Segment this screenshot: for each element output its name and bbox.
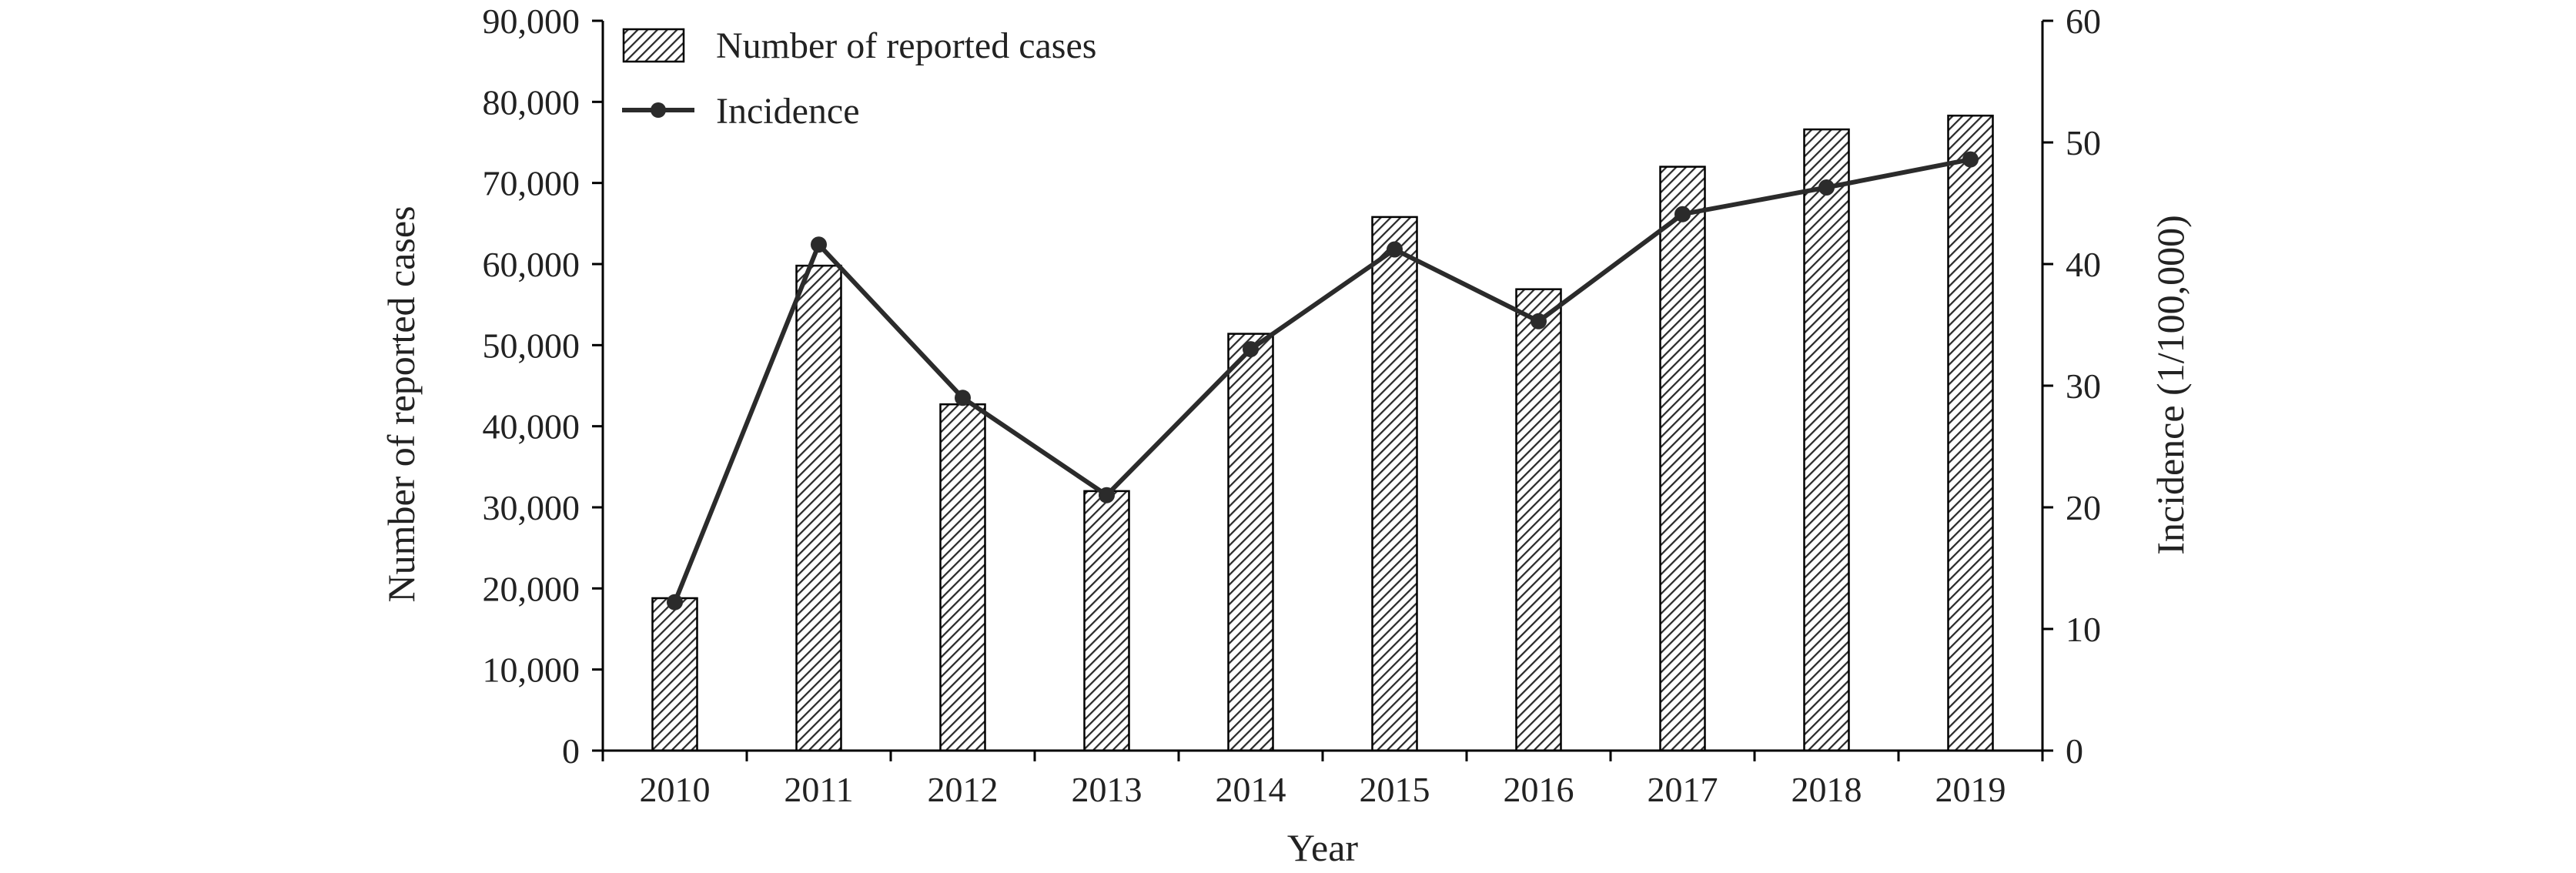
x-tick-label-2017: 2017 (1648, 770, 1718, 809)
y-axis-label: Number of reported cases (380, 206, 423, 602)
right-tick-label: 10 (2066, 610, 2101, 649)
bar-2018 (1803, 128, 1850, 752)
bar-2016 (1515, 288, 1562, 752)
legend-label-incidence: Incidence (716, 91, 860, 132)
legend-swatch-marker (651, 102, 666, 118)
left-tick-label: 40,000 (483, 407, 580, 447)
bar-2019 (1947, 114, 1994, 752)
x-tick-label-2018: 2018 (1791, 770, 1862, 809)
incidence-point-2016 (1531, 313, 1547, 329)
left-tick-label: 0 (562, 731, 580, 771)
bar-2017 (1659, 166, 1706, 752)
left-tick-label: 50,000 (483, 326, 580, 365)
bar-2010 (651, 597, 698, 752)
incidence-point-2017 (1674, 206, 1691, 222)
incidence-point-2013 (1099, 487, 1115, 503)
right-tick-label: 30 (2066, 366, 2101, 406)
bar-2011 (795, 264, 842, 752)
left-tick-label: 90,000 (483, 2, 580, 41)
incidence-point-2019 (1962, 151, 1979, 168)
right-tick-label: 40 (2066, 245, 2101, 284)
incidence-point-2011 (811, 236, 827, 253)
line-series (667, 151, 1979, 610)
incidence-point-2010 (667, 594, 683, 610)
x-ticks: 2010 2011 2012 2013 2014 2015 2016 2017 2018 2019 (601, 751, 2044, 809)
x-tick-label-2013: 2013 (1072, 770, 1142, 809)
left-tick-label: 10,000 (483, 651, 580, 690)
right-tick-label: 60 (2066, 2, 2101, 41)
left-tick-label: 80,000 (483, 82, 580, 122)
incidence-point-2014 (1243, 341, 1259, 358)
incidence-point-2012 (955, 390, 971, 406)
incidence-point-2015 (1387, 241, 1403, 258)
left-tick-label: 60,000 (483, 245, 580, 284)
x-tick-label-2016: 2016 (1504, 770, 1574, 809)
y2-axis-label: Incidence (1/100,000) (2149, 215, 2192, 555)
incidence-line (672, 157, 1972, 604)
bar-2012 (939, 403, 986, 752)
x-axis-label: Year (1287, 826, 1358, 869)
right-tick-label: 50 (2066, 123, 2101, 162)
x-tick-label-2012: 2012 (928, 770, 999, 809)
incidence-point-2018 (1818, 179, 1835, 196)
bar-series (651, 114, 1994, 752)
right-tick-label: 20 (2066, 488, 2101, 527)
legend-label-cases: Number of reported cases (716, 25, 1096, 66)
x-tick-label-2011: 2011 (784, 770, 853, 809)
bar-2014 (1227, 333, 1274, 752)
left-y-ticks: 0 10,000 20,000 30,000 40,000 50,000 60,000 70,… (483, 2, 603, 771)
x-tick-label-2015: 2015 (1360, 770, 1430, 809)
left-tick-label: 70,000 (483, 164, 580, 203)
x-tick-label-2014: 2014 (1216, 770, 1286, 809)
bar-2013 (1083, 490, 1130, 752)
right-tick-label: 0 (2066, 731, 2083, 771)
legend-swatch-bar (622, 28, 685, 63)
left-tick-label: 30,000 (483, 488, 580, 527)
bar-2015 (1371, 216, 1418, 752)
left-tick-label: 20,000 (483, 569, 580, 608)
x-tick-label-2019: 2019 (1935, 770, 2006, 809)
x-tick-label-2010: 2010 (640, 770, 711, 809)
legend: Number of reported cases Incidence (622, 25, 1096, 132)
right-y-ticks: 0 10 20 30 40 50 60 (2042, 2, 2101, 771)
